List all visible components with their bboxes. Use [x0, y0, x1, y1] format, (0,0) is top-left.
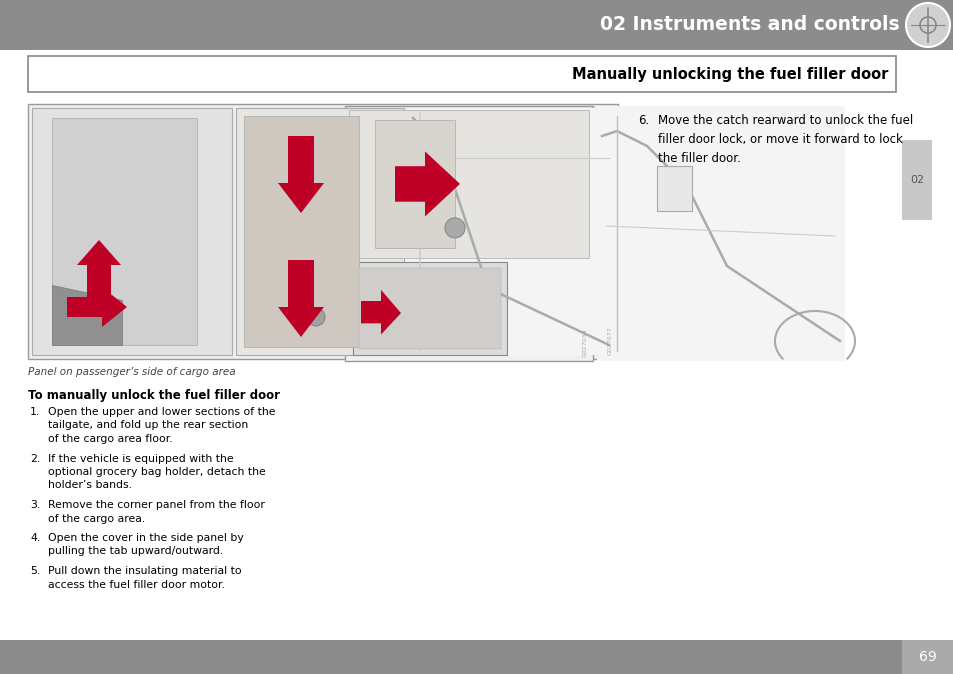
Text: Panel on passenger’s side of cargo area: Panel on passenger’s side of cargo area — [28, 367, 235, 377]
Bar — [358, 268, 500, 349]
Text: access the fuel filler door motor.: access the fuel filler door motor. — [48, 580, 225, 590]
Text: 3.: 3. — [30, 500, 40, 510]
Polygon shape — [77, 240, 121, 300]
Bar — [32, 108, 232, 355]
Text: 2.: 2. — [30, 454, 40, 464]
Text: pulling the tab upward/outward.: pulling the tab upward/outward. — [48, 547, 223, 557]
Text: Open the upper and lower sections of the: Open the upper and lower sections of the — [48, 407, 275, 417]
Text: 02: 02 — [909, 175, 923, 185]
Text: of the cargo area floor.: of the cargo area floor. — [48, 434, 172, 444]
Text: 6.: 6. — [638, 114, 649, 127]
Bar — [597, 106, 844, 361]
Bar — [901, 140, 931, 220]
Text: Open the cover in the side panel by: Open the cover in the side panel by — [48, 533, 244, 543]
Text: G027034: G027034 — [582, 328, 587, 357]
Bar — [901, 640, 953, 674]
Bar — [408, 108, 614, 355]
Polygon shape — [52, 285, 122, 345]
Text: tailgate, and fold up the rear section: tailgate, and fold up the rear section — [48, 421, 248, 431]
Text: G027077: G027077 — [607, 326, 613, 355]
Text: 5.: 5. — [30, 566, 40, 576]
Bar — [375, 120, 455, 248]
Text: of the cargo area.: of the cargo area. — [48, 514, 145, 524]
Circle shape — [307, 308, 325, 326]
Polygon shape — [360, 290, 400, 334]
Bar — [28, 104, 618, 359]
Text: 02 Instruments and controls: 02 Instruments and controls — [599, 16, 899, 34]
Text: holder’s bands.: holder’s bands. — [48, 481, 132, 491]
Bar — [349, 110, 588, 258]
Text: 69: 69 — [918, 650, 936, 664]
Text: Remove the corner panel from the floor: Remove the corner panel from the floor — [48, 500, 265, 510]
Polygon shape — [277, 136, 324, 213]
Text: If the vehicle is equipped with the: If the vehicle is equipped with the — [48, 454, 233, 464]
Bar — [28, 56, 895, 92]
Bar — [657, 166, 691, 211]
Bar — [345, 106, 593, 361]
Text: To manually unlock the fuel filler door: To manually unlock the fuel filler door — [28, 389, 280, 402]
Circle shape — [444, 218, 464, 238]
Bar — [0, 640, 953, 674]
Text: optional grocery bag holder, detach the: optional grocery bag holder, detach the — [48, 467, 266, 477]
Text: Pull down the insulating material to: Pull down the insulating material to — [48, 566, 241, 576]
Text: Move the catch rearward to unlock the fuel
filler door lock, or move it forward : Move the catch rearward to unlock the fu… — [658, 114, 912, 165]
Bar — [235, 108, 403, 355]
Circle shape — [905, 3, 949, 47]
Text: 4.: 4. — [30, 533, 40, 543]
Text: Manually unlocking the fuel filler door: Manually unlocking the fuel filler door — [571, 67, 887, 82]
Bar — [244, 116, 358, 347]
Bar — [52, 118, 196, 345]
Text: 1.: 1. — [30, 407, 40, 417]
Polygon shape — [67, 287, 127, 327]
Bar — [353, 262, 506, 355]
Polygon shape — [277, 260, 324, 337]
Polygon shape — [395, 152, 459, 216]
Bar — [0, 0, 953, 50]
